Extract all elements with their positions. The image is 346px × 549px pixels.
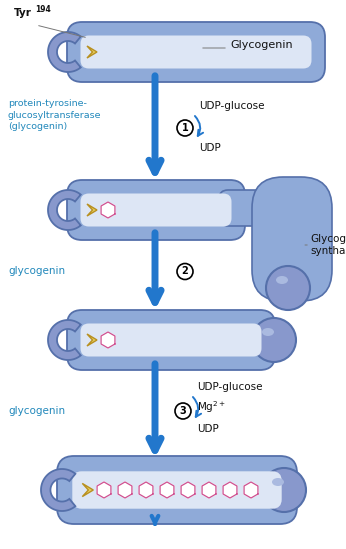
FancyArrowPatch shape (195, 116, 203, 136)
Text: UDP-glucose: UDP-glucose (199, 101, 264, 111)
Circle shape (177, 264, 193, 279)
Polygon shape (101, 332, 115, 348)
Polygon shape (48, 320, 81, 360)
Text: Mg$^{2+}$: Mg$^{2+}$ (197, 399, 226, 415)
Polygon shape (244, 482, 258, 498)
FancyBboxPatch shape (57, 456, 297, 524)
Ellipse shape (272, 478, 284, 486)
Polygon shape (202, 482, 216, 498)
Circle shape (266, 266, 310, 310)
Text: glycogenin: glycogenin (8, 266, 65, 277)
Polygon shape (223, 482, 237, 498)
Text: 1: 1 (182, 123, 188, 133)
FancyBboxPatch shape (67, 180, 245, 240)
FancyBboxPatch shape (252, 177, 332, 301)
FancyBboxPatch shape (67, 310, 275, 370)
Polygon shape (48, 190, 81, 230)
Text: UDP: UDP (197, 424, 219, 434)
Polygon shape (82, 484, 93, 497)
Polygon shape (87, 46, 97, 58)
Polygon shape (87, 204, 97, 216)
Text: UDP-glucose: UDP-glucose (197, 382, 263, 392)
Text: Tyr: Tyr (14, 8, 32, 18)
Text: 194: 194 (35, 5, 51, 14)
Polygon shape (87, 334, 97, 346)
Polygon shape (101, 202, 115, 218)
Polygon shape (181, 482, 195, 498)
Text: UDP: UDP (199, 143, 221, 153)
Text: protein-tyrosine-
glucosyltransferase
(glycogenin): protein-tyrosine- glucosyltransferase (g… (8, 99, 101, 131)
Text: glycogenin: glycogenin (8, 406, 65, 416)
Ellipse shape (262, 328, 274, 336)
Circle shape (177, 120, 193, 136)
Polygon shape (48, 32, 81, 72)
Polygon shape (118, 482, 132, 498)
FancyBboxPatch shape (67, 22, 325, 82)
Circle shape (175, 403, 191, 419)
FancyBboxPatch shape (81, 323, 262, 356)
Text: 2: 2 (182, 266, 188, 277)
FancyBboxPatch shape (81, 193, 231, 227)
Polygon shape (97, 482, 111, 498)
Ellipse shape (276, 276, 288, 284)
FancyBboxPatch shape (81, 36, 311, 69)
Polygon shape (139, 482, 153, 498)
FancyArrowPatch shape (193, 397, 201, 417)
Text: Glycogen
synthase: Glycogen synthase (310, 234, 346, 256)
Circle shape (262, 468, 306, 512)
FancyBboxPatch shape (219, 190, 309, 226)
FancyBboxPatch shape (72, 471, 282, 509)
Text: 3: 3 (180, 406, 186, 416)
Text: Glycogenin: Glycogenin (230, 40, 293, 50)
Polygon shape (41, 469, 75, 511)
Circle shape (252, 318, 296, 362)
Polygon shape (160, 482, 174, 498)
